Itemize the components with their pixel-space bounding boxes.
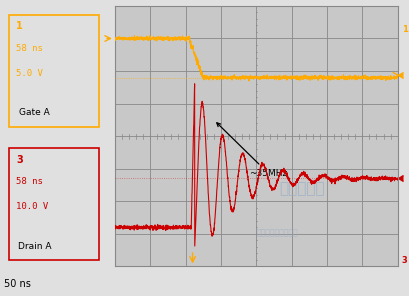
Text: 10.0 V: 10.0 V <box>16 202 49 211</box>
Text: 3: 3 <box>401 256 407 265</box>
Text: 5.0 V: 5.0 V <box>16 69 43 78</box>
Text: 1: 1 <box>16 21 23 31</box>
Text: 射频和天线设计专家: 射频和天线设计专家 <box>256 228 297 237</box>
Text: 58 ns: 58 ns <box>16 44 43 53</box>
Text: 50 ns: 50 ns <box>4 279 31 289</box>
Text: Drain A: Drain A <box>18 242 52 250</box>
Text: 易迪拓培训: 易迪拓培训 <box>278 181 324 197</box>
Bar <box>9 15 99 127</box>
Text: ~35MHz: ~35MHz <box>216 123 287 178</box>
Text: 58 ns: 58 ns <box>16 177 43 186</box>
Text: 1: 1 <box>401 25 407 34</box>
Bar <box>9 148 99 260</box>
Text: Gate A: Gate A <box>20 108 50 117</box>
Text: 3: 3 <box>16 155 23 165</box>
